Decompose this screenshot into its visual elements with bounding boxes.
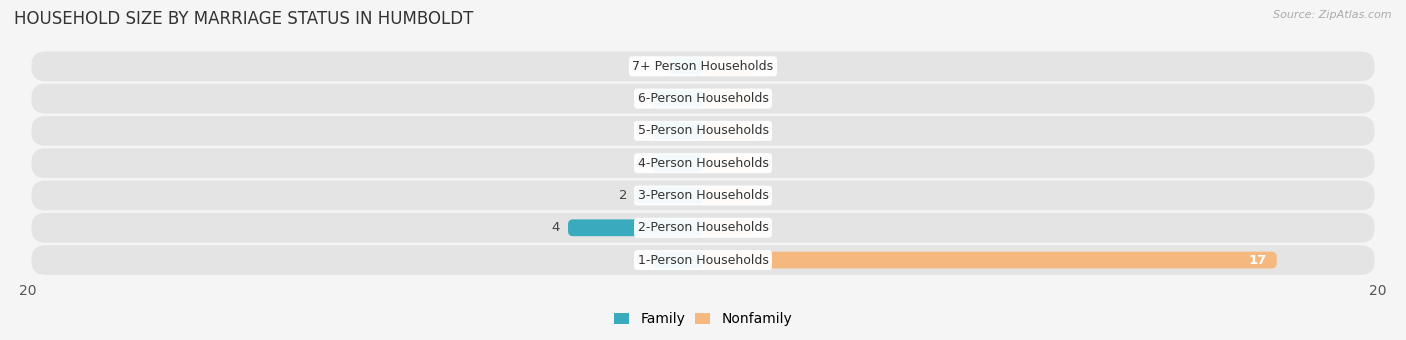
Text: 0: 0 — [762, 189, 770, 202]
FancyBboxPatch shape — [31, 148, 1375, 178]
Text: 4-Person Households: 4-Person Households — [637, 157, 769, 170]
FancyBboxPatch shape — [31, 84, 1375, 114]
Text: 0: 0 — [636, 124, 644, 137]
Text: 7+ Person Households: 7+ Person Households — [633, 60, 773, 73]
FancyBboxPatch shape — [703, 187, 754, 204]
FancyBboxPatch shape — [669, 58, 703, 75]
FancyBboxPatch shape — [652, 252, 703, 269]
FancyBboxPatch shape — [703, 219, 754, 236]
Text: Source: ZipAtlas.com: Source: ZipAtlas.com — [1274, 10, 1392, 20]
FancyBboxPatch shape — [568, 219, 703, 236]
Text: 0: 0 — [636, 92, 644, 105]
Text: 1: 1 — [652, 60, 661, 73]
FancyBboxPatch shape — [31, 181, 1375, 210]
FancyBboxPatch shape — [31, 213, 1375, 243]
Text: 0: 0 — [762, 157, 770, 170]
FancyBboxPatch shape — [31, 116, 1375, 146]
Text: HOUSEHOLD SIZE BY MARRIAGE STATUS IN HUMBOLDT: HOUSEHOLD SIZE BY MARRIAGE STATUS IN HUM… — [14, 10, 474, 28]
Text: 3-Person Households: 3-Person Households — [637, 189, 769, 202]
Text: 17: 17 — [1249, 254, 1267, 267]
FancyBboxPatch shape — [652, 122, 703, 139]
FancyBboxPatch shape — [636, 187, 703, 204]
Text: 0: 0 — [762, 60, 770, 73]
FancyBboxPatch shape — [31, 245, 1375, 275]
Legend: Family, Nonfamily: Family, Nonfamily — [609, 307, 797, 332]
FancyBboxPatch shape — [703, 252, 1277, 269]
FancyBboxPatch shape — [31, 51, 1375, 81]
FancyBboxPatch shape — [703, 155, 754, 172]
Text: 0: 0 — [762, 92, 770, 105]
Text: 2-Person Households: 2-Person Households — [637, 221, 769, 234]
Text: 6-Person Households: 6-Person Households — [637, 92, 769, 105]
Text: 0: 0 — [762, 124, 770, 137]
FancyBboxPatch shape — [703, 122, 754, 139]
Text: 0: 0 — [762, 221, 770, 234]
Text: 0: 0 — [636, 254, 644, 267]
FancyBboxPatch shape — [652, 155, 703, 172]
FancyBboxPatch shape — [703, 90, 754, 107]
FancyBboxPatch shape — [703, 58, 754, 75]
Text: 1-Person Households: 1-Person Households — [637, 254, 769, 267]
Text: 0: 0 — [636, 157, 644, 170]
Text: 4: 4 — [551, 221, 560, 234]
Text: 5-Person Households: 5-Person Households — [637, 124, 769, 137]
Text: 2: 2 — [619, 189, 627, 202]
FancyBboxPatch shape — [652, 90, 703, 107]
